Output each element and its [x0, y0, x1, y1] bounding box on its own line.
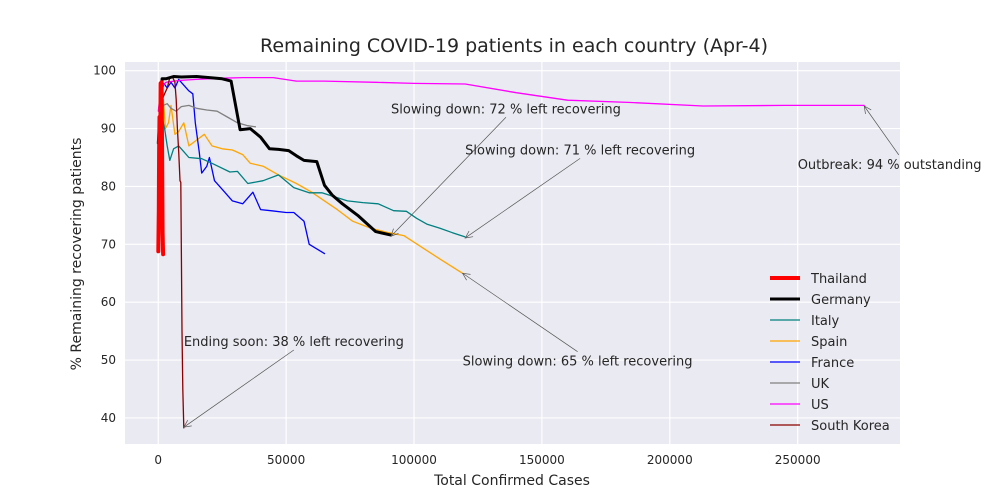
- annotation-arrow: [462, 272, 578, 352]
- y-tick-label: 40: [101, 411, 116, 425]
- annotation-text: Slowing down: 71 % left recovering: [465, 143, 695, 158]
- legend: Thailand Germany Italy Spain France UK US South…: [770, 272, 890, 434]
- x-tick-label: 50000: [267, 453, 305, 467]
- annotation-text: Slowing down: 65 % left recovering: [463, 355, 693, 370]
- annotation-arrow: [464, 158, 581, 239]
- legend-label-france: France: [811, 356, 854, 371]
- series-line-thailand: [156, 80, 166, 257]
- x-tick-label: 200000: [647, 453, 693, 467]
- plot-area: [125, 62, 900, 444]
- annotation-arrow: [390, 117, 507, 237]
- series-line-italy: [157, 116, 466, 238]
- annotation-arrow: [863, 105, 900, 156]
- series-line-france: [157, 78, 326, 255]
- y-tick-label: 80: [101, 179, 116, 193]
- x-tick-label: 0: [154, 453, 162, 467]
- y-axis-title: % Remaining recovering patients: [69, 138, 85, 371]
- y-tick-label: 50: [101, 353, 116, 367]
- chart-title: Remaining COVID-19 patients in each coun…: [260, 35, 768, 57]
- series-line-germany: [156, 75, 393, 237]
- annotation-text: Outbreak: 94 % outstanding: [798, 158, 982, 173]
- legend-label-spain: Spain: [811, 335, 847, 350]
- grid: [125, 62, 900, 444]
- x-axis-title: Total Confirmed Cases: [433, 473, 590, 489]
- legend-label-thailand: Thailand: [810, 272, 867, 287]
- annotation-arrowhead: [390, 228, 399, 237]
- series-layer: [156, 75, 865, 429]
- x-tick-label: 250000: [775, 453, 821, 467]
- series-line-us: [157, 76, 865, 112]
- x-tick-label: 150000: [519, 453, 565, 467]
- annotations: Slowing down: 72 % left recovering Slowin…: [183, 102, 982, 428]
- legend-label-uk: UK: [811, 377, 830, 392]
- legend-label-us: US: [811, 398, 829, 413]
- y-tick-label: 70: [101, 237, 116, 251]
- annotation-arrowhead: [461, 272, 471, 281]
- annotation-text: Slowing down: 72 % left recovering: [391, 102, 621, 117]
- series-line-south-korea: [157, 75, 185, 429]
- annotation-arrow: [183, 349, 295, 428]
- annotation-arrowhead: [183, 420, 192, 428]
- legend-label-south-korea: South Korea: [811, 419, 890, 434]
- annotation-text: Ending soon: 38 % left recovering: [184, 335, 404, 350]
- tick-labels: 0 50000 100000 150000 200000 250000 40 50 60 70 80…: [93, 64, 821, 467]
- x-tick-label: 100000: [391, 453, 437, 467]
- y-tick-label: 60: [101, 295, 116, 309]
- series-line-uk: [157, 103, 257, 141]
- y-tick-label: 90: [101, 122, 116, 136]
- annotation-arrowhead: [863, 105, 872, 114]
- legend-label-germany: Germany: [811, 293, 871, 308]
- y-tick-label: 100: [93, 64, 116, 78]
- legend-label-italy: Italy: [811, 314, 840, 329]
- annotation-arrowhead: [464, 230, 474, 239]
